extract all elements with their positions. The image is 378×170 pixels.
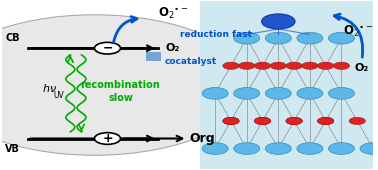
Circle shape (328, 88, 355, 99)
Text: slow: slow (108, 93, 133, 103)
Circle shape (286, 117, 302, 125)
Circle shape (0, 15, 251, 155)
Circle shape (270, 62, 287, 70)
Circle shape (223, 117, 239, 125)
Circle shape (265, 32, 291, 44)
Circle shape (318, 117, 334, 125)
Text: O₂: O₂ (355, 63, 369, 73)
Text: O$_2$$^{\bullet-}$: O$_2$$^{\bullet-}$ (158, 5, 188, 21)
Circle shape (254, 62, 271, 70)
Circle shape (333, 62, 350, 70)
Text: O₂: O₂ (165, 43, 179, 53)
Circle shape (360, 143, 378, 154)
Text: Org: Org (189, 132, 215, 145)
Circle shape (254, 117, 271, 125)
Circle shape (302, 62, 318, 70)
Circle shape (297, 32, 323, 44)
Circle shape (202, 143, 228, 154)
Circle shape (239, 62, 255, 70)
Circle shape (328, 143, 355, 154)
Circle shape (234, 143, 260, 154)
Circle shape (286, 117, 302, 125)
Circle shape (202, 88, 228, 99)
Circle shape (318, 117, 334, 125)
Circle shape (286, 62, 302, 70)
Circle shape (94, 42, 121, 54)
Text: recombination: recombination (81, 80, 160, 90)
Circle shape (234, 88, 260, 99)
Circle shape (318, 62, 334, 70)
Circle shape (223, 62, 239, 70)
Circle shape (349, 117, 366, 125)
Circle shape (234, 32, 260, 44)
Text: UV: UV (54, 91, 65, 99)
Circle shape (265, 88, 291, 99)
Text: VB: VB (5, 143, 20, 154)
Circle shape (223, 117, 239, 125)
Text: reduction fast: reduction fast (180, 30, 252, 39)
Circle shape (328, 32, 355, 44)
Circle shape (94, 133, 121, 144)
Text: +: + (102, 132, 113, 145)
Text: CB: CB (6, 33, 20, 43)
Circle shape (297, 88, 323, 99)
Circle shape (262, 14, 295, 29)
Text: −: − (102, 42, 113, 55)
Text: cocatalyst: cocatalyst (165, 57, 217, 66)
Text: O$_2$$^{\bullet-}$: O$_2$$^{\bullet-}$ (343, 24, 373, 39)
Circle shape (254, 117, 271, 125)
FancyBboxPatch shape (200, 1, 373, 169)
Text: h$\nu$: h$\nu$ (42, 82, 57, 94)
Circle shape (265, 143, 291, 154)
FancyBboxPatch shape (146, 52, 161, 61)
Circle shape (297, 143, 323, 154)
